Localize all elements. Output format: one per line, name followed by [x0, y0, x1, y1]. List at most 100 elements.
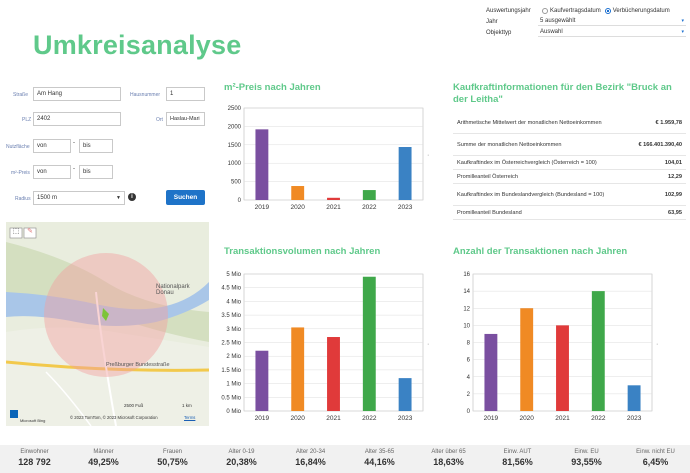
y-tick-label: 0 Mio: [226, 409, 241, 415]
bar-2019[interactable]: [484, 333, 498, 411]
section-tv-title: Transaktionsvolumen nach Jahren: [224, 246, 381, 257]
ort-label: Ort: [156, 117, 163, 123]
y-tick-label: 1500: [228, 143, 242, 149]
bar-2022[interactable]: [362, 276, 376, 411]
bar-2019[interactable]: [255, 350, 269, 411]
stat-value: 20,38%: [226, 457, 257, 467]
stat-item: Alter 0-19 20,38%: [207, 445, 276, 473]
x-tick-label: 2020: [290, 415, 305, 422]
map-label-nationalpark: Nationalpark Donau: [156, 284, 190, 296]
stat-item: Einw. AUT 81,56%: [483, 445, 552, 473]
stat-value: 44,16%: [364, 457, 395, 467]
y-tick-label: 16: [463, 272, 470, 278]
strasse-input[interactable]: Am Hang: [33, 87, 121, 101]
map-label-road: Preßburger Bundesstraße: [106, 362, 170, 368]
x-tick-label: 2019: [484, 415, 499, 422]
stat-label: Einwohner: [20, 449, 49, 455]
bar-2020[interactable]: [520, 308, 534, 411]
select-area-icon[interactable]: ⬚: [12, 228, 20, 235]
objekttyp-select[interactable]: Auswahl ▾: [538, 28, 686, 37]
chart-menu-icon[interactable]: ·: [427, 341, 430, 348]
section-kk-title: Kaufkraftinformationen für den Bezirk "B…: [453, 82, 672, 105]
stat-label: Einw. nicht EU: [636, 449, 675, 455]
radio-label-kaufvertragsdatum: Kaufvertragsdatum: [550, 7, 601, 14]
stat-value: 50,75%: [157, 457, 188, 467]
bar-2021[interactable]: [556, 325, 569, 411]
strasse-label: Straße: [13, 92, 29, 98]
stat-label: Frauen: [162, 449, 182, 455]
stat-label: Alter 20-34: [295, 449, 326, 455]
x-tick-label: 2022: [591, 415, 606, 422]
chevron-down-icon: ▾: [681, 18, 684, 24]
m2preis-label: m²-Preis: [11, 170, 30, 176]
chart-menu-icon[interactable]: ·: [656, 341, 659, 348]
y-tick-label: 10: [463, 323, 470, 329]
plot-area: [243, 107, 424, 201]
bar-2020[interactable]: [291, 327, 305, 411]
bar-2021[interactable]: [327, 337, 340, 411]
stat-value: 6,45%: [642, 457, 669, 467]
bar-2023[interactable]: [398, 147, 412, 200]
nutzflaeche-label: Nutzfläche: [6, 144, 30, 150]
eraser-icon[interactable]: ✎: [27, 228, 33, 235]
chevron-down-icon: ▼: [116, 195, 121, 201]
kaufkraft-row: Arithmetische Mittelwert der monatlichen…: [453, 112, 686, 134]
jahr-select[interactable]: 5 ausgewählt ▾: [538, 17, 686, 26]
scale-feet: 2500 Fuß: [124, 403, 144, 408]
stat-item: Alter 20-34 16,84%: [276, 445, 345, 473]
plz-label: PLZ: [22, 117, 32, 123]
chart-transaktionsvolumen: 0 Mio 0.5 Mio 1 Mio 1.5 Mio 2 Mio 2.5 Mio 3 Mi…: [221, 272, 424, 422]
kaufkraft-label: Promilleanteil Bundesland: [457, 209, 522, 216]
radius-label: Radius: [15, 196, 31, 202]
bar-2021[interactable]: [327, 197, 340, 200]
bar-2023[interactable]: [627, 385, 641, 411]
kaufkraft-row: Promilleanteil Österreich 12,29: [453, 170, 686, 184]
kaufkraft-row: Summe der monatlichen Nettoeinkommen € 16…: [453, 134, 686, 156]
radio-verbuecherungsdatum[interactable]: [604, 7, 611, 14]
nutzflaeche-bis-input[interactable]: bis: [79, 139, 113, 153]
info-icon[interactable]: i: [128, 193, 136, 201]
kaufkraft-label: Kaufkraftindex im Bundeslandvergleich (B…: [457, 191, 605, 198]
stat-item: Alter über 65 18,63%: [414, 445, 483, 473]
y-tick-label: 3.5 Mio: [221, 313, 241, 319]
x-tick-label: 2023: [398, 415, 413, 422]
search-button[interactable]: Suchen: [166, 190, 205, 205]
stat-value: 81,56%: [502, 457, 533, 467]
chart-menu-icon[interactable]: ·: [427, 152, 430, 159]
bar-2020[interactable]: [291, 186, 305, 200]
ort-input[interactable]: Haslau-Mari: [166, 112, 205, 126]
bar-2019[interactable]: [255, 129, 269, 200]
y-tick-label: 1.5 Mio: [221, 368, 241, 374]
radius-select[interactable]: 1500 m ▼: [33, 191, 125, 205]
m2preis-von-input[interactable]: von: [33, 165, 71, 179]
bar-2023[interactable]: [398, 378, 412, 411]
terms-link[interactable]: Terms: [184, 415, 196, 420]
kaufkraft-row: Kaufkraftindex im Bundeslandvergleich (B…: [453, 184, 686, 206]
y-tick-label: 5 Mio: [226, 272, 241, 278]
bar-2022[interactable]: [591, 291, 605, 411]
scale-km: 1 km: [182, 403, 192, 408]
filter-panel: Auswertungsjahr Kaufvertragsdatum Verbüc…: [486, 5, 686, 38]
stat-item: Einwohner 128 792: [0, 445, 69, 473]
x-tick-label: 2023: [398, 204, 413, 211]
kaufkraft-value: 63,95: [668, 209, 682, 216]
nutzflaeche-von-input[interactable]: von: [33, 139, 71, 153]
bar-2022[interactable]: [362, 190, 376, 200]
kaufkraft-row: Promilleanteil Bundesland 63,95: [453, 206, 686, 220]
y-tick-label: 0: [467, 409, 471, 415]
stat-item: Einw. nicht EU 6,45%: [621, 445, 690, 473]
radio-kaufvertragsdatum[interactable]: [542, 7, 548, 14]
x-tick-label: 2020: [519, 415, 534, 422]
hausnummer-input[interactable]: 1: [166, 87, 205, 101]
kaufkraft-value: 102,99: [664, 191, 682, 198]
kaufkraft-label: Promilleanteil Österreich: [457, 173, 518, 180]
plz-input[interactable]: 2402: [33, 112, 121, 126]
section-at-title: Anzahl der Transaktionen nach Jahren: [453, 246, 628, 257]
map-view[interactable]: ⬚ ✎ Nationalpark Donau Preßburger Bundes…: [6, 222, 209, 426]
y-tick-label: 6: [467, 358, 471, 364]
kaufkraft-value: 12,29: [668, 173, 682, 180]
stat-item: Frauen 50,75%: [138, 445, 207, 473]
m2preis-bis-input[interactable]: bis: [79, 165, 113, 179]
page-title: Umkreisanalyse: [33, 30, 242, 60]
objekttyp-value: Auswahl: [540, 29, 563, 35]
